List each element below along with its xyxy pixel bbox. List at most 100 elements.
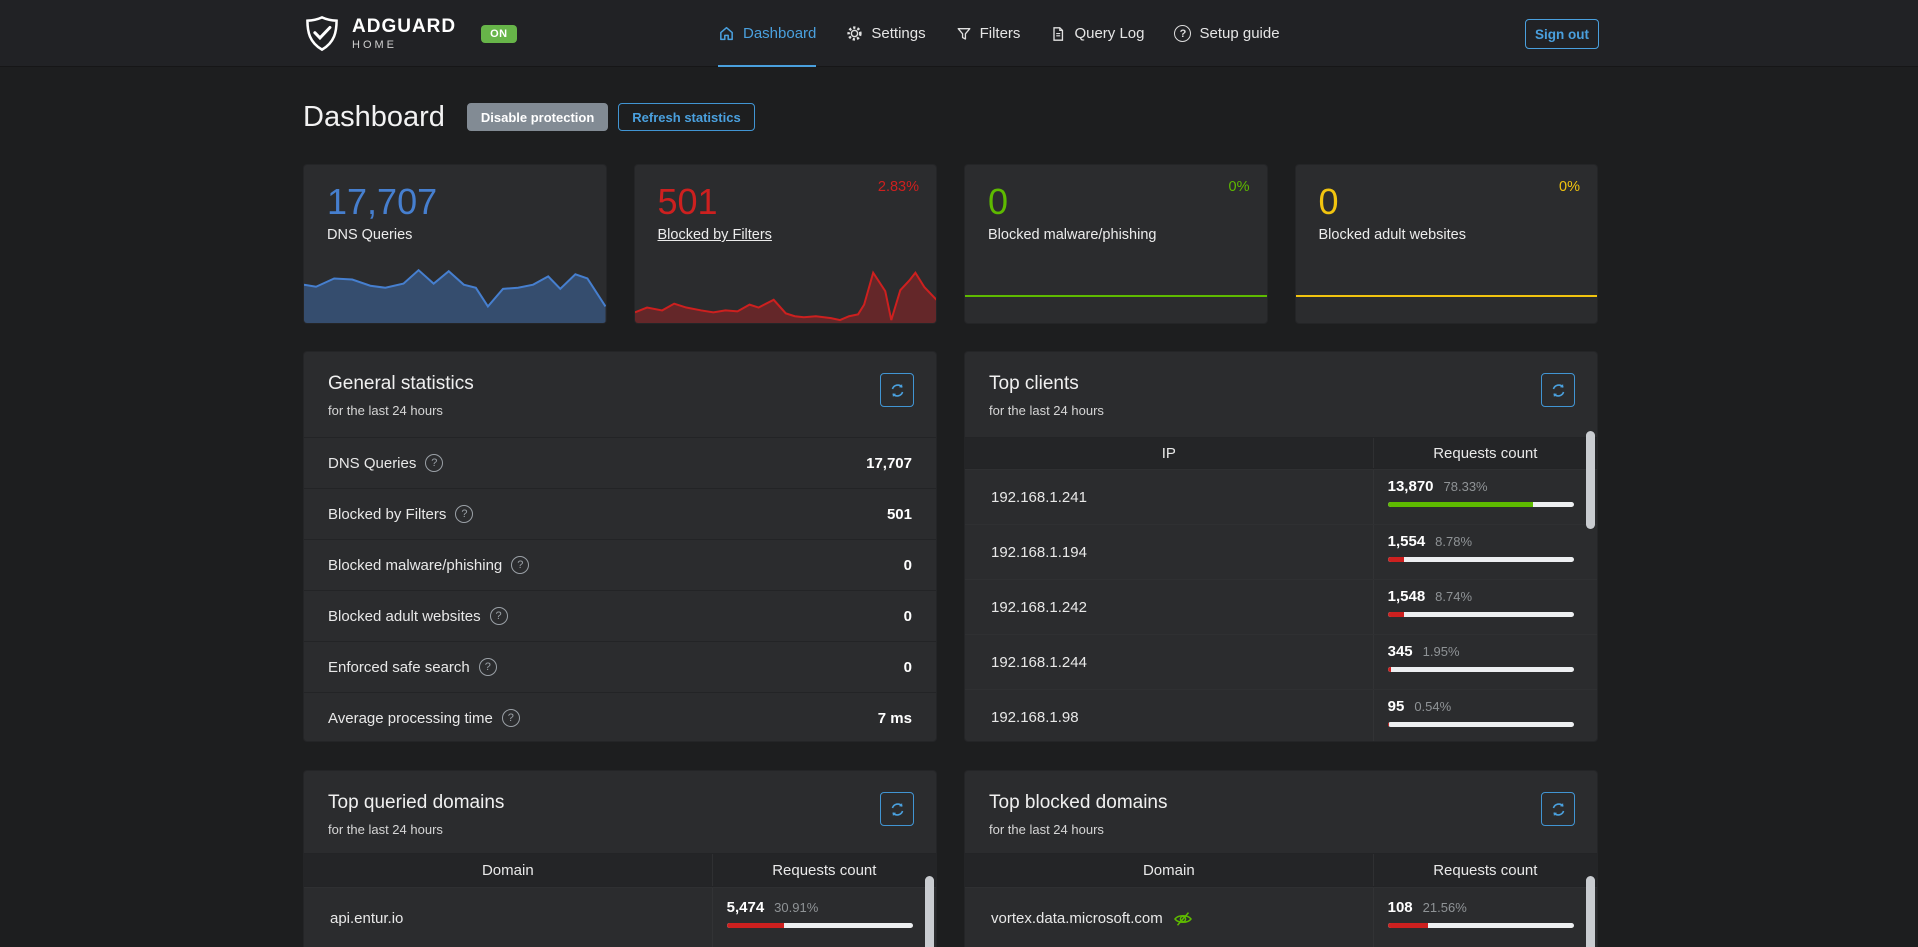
stats-row: Average processing time? 7 ms xyxy=(304,692,936,741)
panel-title: Top queried domains xyxy=(328,792,505,813)
top-navigation-bar: ADGUARD HOME ON Dashboard Settings xyxy=(0,0,1918,67)
card-dns-queries: 17,707 DNS Queries xyxy=(303,164,607,324)
card-blocked-adult: 0 Blocked adult websites 0% xyxy=(1294,164,1598,324)
vertical-scrollbar-thumb[interactable] xyxy=(1586,876,1595,947)
refresh-statistics-button[interactable]: Refresh statistics xyxy=(618,103,755,131)
stat-value: 0 xyxy=(903,556,912,574)
client-ip[interactable]: 192.168.1.194 xyxy=(991,543,1087,561)
top-clients-panel: Top clients for the last 24 hours IP xyxy=(964,351,1598,742)
nav-dashboard[interactable]: Dashboard xyxy=(718,0,817,67)
request-count: 1,548 xyxy=(1387,588,1426,605)
shield-check-icon xyxy=(303,13,341,54)
eye-off-icon[interactable] xyxy=(1173,910,1193,928)
refresh-panel-button[interactable] xyxy=(880,373,914,407)
client-ip[interactable]: 192.168.1.242 xyxy=(991,598,1087,616)
card-percent: 0% xyxy=(1228,179,1250,195)
nav-setup-guide[interactable]: ? Setup guide xyxy=(1174,0,1280,67)
page-title: Dashboard xyxy=(303,100,445,133)
card-blocked-malware: 0 Blocked malware/phishing 0% xyxy=(964,164,1268,324)
card-blocked-by-filters: 501 Blocked by Filters 2.83% xyxy=(633,164,937,324)
refresh-panel-button[interactable] xyxy=(1541,792,1575,826)
refresh-panel-button[interactable] xyxy=(1541,373,1575,407)
refresh-panel-button[interactable] xyxy=(880,792,914,826)
disable-protection-button[interactable]: Disable protection xyxy=(466,103,609,131)
dashboard-content: Dashboard Disable protection Refresh sta… xyxy=(303,97,1598,947)
client-row: 192.168.1.241 13,870 78.33% xyxy=(965,469,1597,524)
column-header-domain: Domain xyxy=(481,861,534,879)
card-label-link[interactable]: Blocked by Filters xyxy=(657,227,772,243)
client-ip[interactable]: 192.168.1.241 xyxy=(991,488,1087,506)
requests-bar xyxy=(1387,667,1574,672)
domain-name[interactable]: api.entur.io xyxy=(330,910,404,927)
nav-label: Dashboard xyxy=(743,25,817,42)
requests-bar xyxy=(1387,612,1574,617)
stat-label: Average processing time xyxy=(328,709,493,727)
help-icon[interactable]: ? xyxy=(425,454,444,472)
stat-value: 7 ms xyxy=(877,709,912,727)
card-label: DNS Queries xyxy=(327,227,413,243)
request-count: 13,870 xyxy=(1387,478,1434,495)
domain-row: api.entur.io 5,474 30.91% xyxy=(304,887,936,947)
vertical-scrollbar-thumb[interactable] xyxy=(1586,431,1595,529)
client-ip[interactable]: 192.168.1.98 xyxy=(991,708,1079,726)
request-percent: 21.56% xyxy=(1422,900,1467,915)
nav-settings[interactable]: Settings xyxy=(846,0,926,67)
help-icon[interactable]: ? xyxy=(489,607,508,625)
column-header-domain: Domain xyxy=(1142,861,1195,879)
card-label: Blocked malware/phishing xyxy=(988,227,1157,243)
main-nav: Dashboard Settings Filters xyxy=(718,0,1280,67)
request-percent: 30.91% xyxy=(774,900,819,915)
dns-queries-sparkline xyxy=(304,265,606,323)
domain-row: vortex.data.microsoft.com 108 21.56% xyxy=(965,887,1597,947)
nav-label: Filters xyxy=(979,25,1021,42)
panel-title: General statistics xyxy=(328,373,474,394)
request-count: 1,554 xyxy=(1387,533,1426,550)
vertical-scrollbar-thumb[interactable] xyxy=(925,876,934,947)
help-icon[interactable]: ? xyxy=(501,709,520,727)
gear-icon xyxy=(846,25,863,42)
nav-query-log[interactable]: Query Log xyxy=(1050,0,1144,67)
stat-label: Blocked malware/phishing xyxy=(328,556,503,574)
nav-label: Query Log xyxy=(1074,25,1145,42)
panel-subtitle: for the last 24 hours xyxy=(989,403,1104,418)
nav-label: Setup guide xyxy=(1199,25,1280,42)
stat-cards-row: 17,707 DNS Queries 501 Blocked by Filter… xyxy=(303,164,1598,324)
stats-row: DNS Queries? 17,707 xyxy=(304,437,936,488)
stat-label: Enforced safe search xyxy=(328,658,470,676)
stat-value: 501 xyxy=(886,505,912,523)
stat-value: 17,707 xyxy=(866,454,912,472)
column-header-requests: Requests count xyxy=(711,854,936,886)
stat-value: 0 xyxy=(903,658,912,676)
stats-row: Enforced safe search? 0 xyxy=(304,641,936,692)
domain-name[interactable]: vortex.data.microsoft.com xyxy=(991,910,1163,927)
stat-label: Blocked adult websites xyxy=(328,607,481,625)
general-statistics-panel: General statistics for the last 24 hours… xyxy=(303,351,937,742)
panel-title: Top clients xyxy=(989,373,1079,394)
panel-subtitle: for the last 24 hours xyxy=(989,822,1104,837)
request-percent: 78.33% xyxy=(1443,479,1488,494)
stat-label: DNS Queries xyxy=(328,454,417,472)
adguard-logo: ADGUARD HOME ON xyxy=(303,0,517,67)
document-icon xyxy=(1050,26,1066,42)
refresh-icon xyxy=(1551,802,1566,817)
refresh-icon xyxy=(890,383,905,398)
client-row: 192.168.1.242 1,548 8.74% xyxy=(965,579,1597,634)
request-percent: 8.78% xyxy=(1435,534,1473,549)
refresh-icon xyxy=(1551,383,1566,398)
request-percent: 0.54% xyxy=(1414,699,1452,714)
domains-table-header: Domain Requests count xyxy=(965,853,1597,887)
malware-flat-sparkline xyxy=(965,295,1267,297)
client-row: 192.168.1.194 1,554 8.78% xyxy=(965,524,1597,579)
help-icon[interactable]: ? xyxy=(511,556,530,574)
request-count: 108 xyxy=(1387,899,1413,916)
clients-table-header: IP Requests count xyxy=(965,437,1597,469)
column-header-requests: Requests count xyxy=(1372,854,1597,886)
help-icon[interactable]: ? xyxy=(455,505,474,523)
request-count: 345 xyxy=(1387,643,1413,660)
sign-out-button[interactable]: Sign out xyxy=(1525,19,1599,49)
client-ip[interactable]: 192.168.1.244 xyxy=(991,653,1087,671)
protection-on-badge: ON xyxy=(481,24,517,43)
help-icon[interactable]: ? xyxy=(478,658,497,676)
stats-row: Blocked by Filters? 501 xyxy=(304,488,936,539)
nav-filters[interactable]: Filters xyxy=(956,0,1021,67)
